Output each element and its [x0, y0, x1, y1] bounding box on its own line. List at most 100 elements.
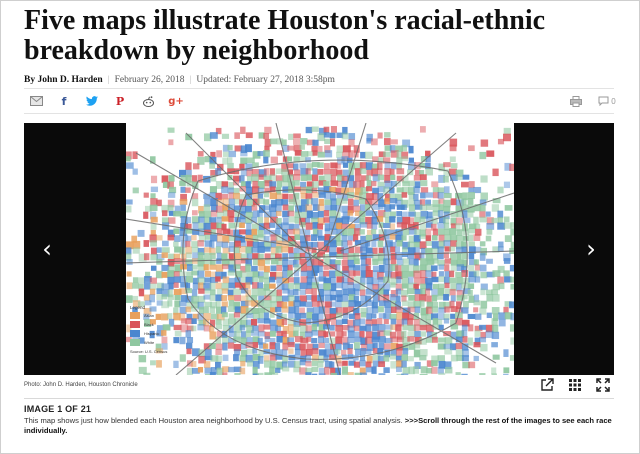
census-tract: [293, 138, 301, 145]
census-tract: [450, 331, 459, 340]
census-tract: [210, 271, 217, 279]
facebook-icon[interactable]: f: [61, 94, 67, 108]
census-tract: [437, 367, 444, 374]
census-tract: [450, 253, 457, 261]
census-tract: [425, 253, 434, 262]
census-tract: [239, 324, 246, 331]
census-tract: [365, 324, 372, 332]
census-tract: [192, 264, 198, 270]
census-tract: [479, 211, 486, 218]
census-tract: [335, 234, 341, 242]
byline-author[interactable]: By John D. Harden: [24, 75, 103, 85]
census-tract: [335, 217, 343, 225]
census-tract: [330, 283, 337, 292]
census-tract: [486, 258, 493, 264]
census-tract: [365, 186, 373, 192]
census-tract: [168, 217, 176, 224]
census-tract: [324, 192, 331, 200]
census-tract: [311, 126, 319, 132]
census-tract: [138, 337, 145, 344]
census-tract: [209, 289, 216, 296]
census-tract: [312, 181, 320, 189]
census-tract: [354, 276, 362, 284]
fullscreen-icon[interactable]: [596, 378, 612, 394]
pinterest-icon[interactable]: P: [115, 94, 125, 108]
census-tract: [474, 337, 481, 345]
census-tract: [492, 294, 500, 302]
census-tract: [330, 174, 336, 182]
grid-view-icon[interactable]: [568, 378, 584, 394]
census-tract: [282, 349, 288, 358]
census-tract: [305, 252, 312, 260]
census-tract: [185, 169, 192, 178]
census-tract: [425, 199, 432, 206]
census-tract: [215, 168, 222, 176]
census-tract: [299, 360, 306, 366]
prev-arrow-button[interactable]: ‹: [32, 231, 62, 267]
census-tract: [288, 246, 294, 254]
census-tract: [510, 337, 514, 345]
census-tract: [462, 348, 469, 357]
census-tract: [443, 301, 452, 309]
census-tract: [456, 354, 464, 361]
comments-button[interactable]: 0: [594, 93, 620, 109]
census-tract: [419, 162, 426, 169]
census-tract: [185, 246, 192, 255]
census-tract: [300, 168, 309, 176]
census-tract: [497, 265, 505, 273]
next-arrow-button[interactable]: ›: [576, 231, 606, 267]
census-tract: [276, 180, 282, 188]
census-tract: [468, 228, 476, 234]
census-tract: [258, 349, 264, 358]
census-tract: [185, 174, 192, 183]
open-image-icon[interactable]: [540, 378, 556, 394]
census-tract: [156, 247, 162, 253]
census-tract: [402, 348, 409, 355]
census-tract: [252, 336, 260, 344]
print-icon[interactable]: [568, 93, 584, 109]
census-tract: [210, 151, 216, 159]
census-tract: [335, 367, 341, 375]
census-tract: [395, 271, 403, 280]
census-tract: [287, 361, 296, 368]
census-tract: [479, 199, 487, 206]
census-tract: [275, 349, 283, 355]
census-tract: [173, 253, 180, 260]
census-tract: [384, 175, 391, 183]
census-tract: [245, 282, 251, 289]
census-tract: [276, 258, 284, 266]
census-tract: [197, 156, 205, 165]
census-tract: [264, 187, 272, 194]
census-tract: [390, 252, 397, 260]
census-tract: [204, 247, 212, 253]
census-tract: [408, 211, 416, 217]
census-tract: [233, 288, 241, 295]
google-plus-icon[interactable]: g+: [168, 95, 184, 107]
census-tract: [245, 211, 254, 218]
description-cta[interactable]: >>>Scroll through the rest of the images…: [24, 416, 612, 435]
census-tract: [378, 276, 386, 283]
census-tract: [264, 318, 271, 324]
census-tract: [365, 288, 373, 295]
census-tract: [353, 270, 361, 276]
reddit-icon[interactable]: [140, 93, 156, 109]
census-tract: [426, 295, 432, 304]
census-tract: [282, 144, 290, 152]
census-tract: [185, 276, 194, 283]
twitter-icon[interactable]: [84, 93, 100, 109]
census-tract: [293, 259, 299, 268]
census-tract: [228, 216, 234, 223]
census-tract: [299, 163, 307, 169]
census-tract: [251, 318, 258, 326]
census-tract: [204, 301, 212, 307]
census-tract: [222, 198, 230, 205]
census-tract: [162, 181, 171, 188]
census-tract: [270, 156, 278, 164]
census-tract: [263, 175, 272, 184]
census-tract: [263, 132, 270, 140]
census-tract: [281, 361, 288, 368]
census-tract: [318, 349, 327, 356]
mail-icon[interactable]: [28, 93, 44, 109]
census-tract: [221, 133, 230, 139]
census-tract: [251, 169, 260, 177]
